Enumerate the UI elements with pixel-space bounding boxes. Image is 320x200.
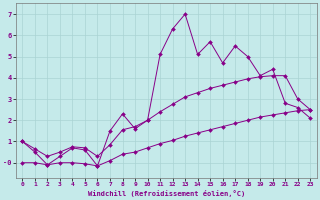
- X-axis label: Windchill (Refroidissement éolien,°C): Windchill (Refroidissement éolien,°C): [88, 190, 245, 197]
